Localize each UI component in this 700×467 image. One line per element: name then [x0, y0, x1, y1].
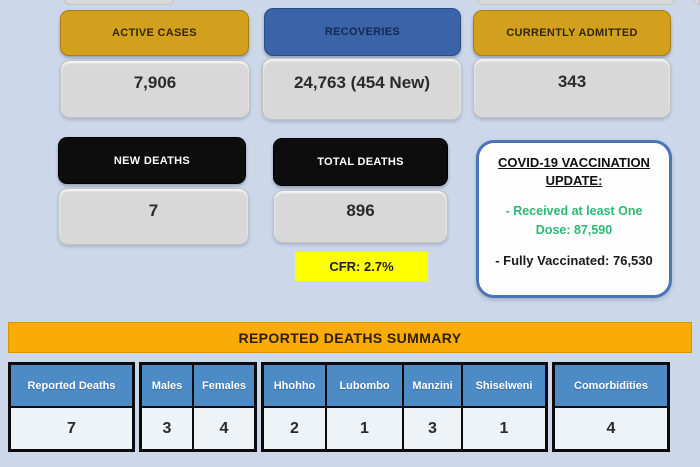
column-header-males: Males	[142, 365, 192, 408]
column-value-manzini: 3	[428, 419, 437, 437]
new-deaths-label: NEW DEATHS	[113, 154, 191, 167]
total-deaths-value: 896	[346, 200, 375, 220]
column-header-lubombo: Lubombo	[327, 365, 402, 408]
currently-admitted-card: 343	[473, 58, 671, 118]
column-header-comorbidities: Comorbidities	[555, 365, 667, 408]
table-group-regions: Hhohho 2 Lubombo 1 Manzini 3 Shiselweni …	[261, 362, 548, 452]
recoveries-label: RECOVERIES	[324, 26, 401, 38]
cropped-card-strip-corner	[693, 0, 700, 5]
recoveries-value: 24,763 (454 New)	[293, 73, 431, 92]
reported-deaths-banner: REPORTED DEATHS SUMMARY	[8, 322, 692, 353]
total-deaths-label: TOTAL DEATHS	[317, 156, 404, 168]
currently-admitted-label: CURRENTLY ADMITTED	[506, 27, 638, 39]
column-header-hhohho: Hhohho	[264, 365, 325, 408]
cfr-highlight: CFR: 2.7%	[295, 252, 428, 281]
cropped-card-strip-right	[477, 0, 675, 5]
column-value-hhohho: 2	[290, 419, 299, 437]
new-deaths-header: NEW DEATHS	[58, 137, 246, 184]
table-column-reported-deaths: Reported Deaths 7	[11, 365, 132, 449]
column-value-females: 4	[219, 419, 229, 437]
column-value-lubombo: 1	[360, 419, 369, 437]
column-header-manzini: Manzini	[404, 365, 461, 408]
active-cases-value: 7,906	[133, 73, 177, 92]
active-cases-card: 7,906	[60, 60, 250, 118]
column-value-reported-deaths: 7	[67, 419, 76, 437]
table-column-manzini: Manzini 3	[402, 365, 461, 449]
table-column-males: Males 3	[142, 365, 192, 449]
table-column-comorbidities: Comorbidities 4	[555, 365, 667, 449]
cfr-value: CFR: 2.7%	[329, 259, 394, 274]
table-column-lubombo: Lubombo 1	[325, 365, 402, 449]
recoveries-card: 24,763 (454 New)	[262, 58, 462, 120]
currently-admitted-value: 343	[557, 72, 587, 91]
column-header-females: Females	[194, 365, 254, 408]
table-column-hhohho: Hhohho 2	[264, 365, 325, 449]
vaccination-title: COVID-19 VACCINATION UPDATE:	[498, 155, 650, 189]
table-group-sex: Males 3 Females 4	[139, 362, 257, 452]
column-value-shiselweni: 1	[499, 419, 509, 437]
total-deaths-header: TOTAL DEATHS	[273, 138, 448, 186]
recoveries-header: RECOVERIES	[264, 8, 461, 56]
vaccination-fully-vaccinated: - Fully Vaccinated: 76,530	[495, 252, 653, 268]
column-header-reported-deaths: Reported Deaths	[11, 365, 132, 408]
active-cases-header: ACTIVE CASES	[60, 10, 249, 56]
reported-deaths-banner-title: REPORTED DEATHS SUMMARY	[238, 329, 462, 346]
cropped-card-strip-left	[64, 0, 174, 5]
reported-deaths-table: Reported Deaths 7 Males 3 Females 4 Hhoh…	[8, 362, 670, 452]
table-column-shiselweni: Shiselweni 1	[461, 365, 545, 449]
new-deaths-value: 7	[148, 200, 159, 220]
new-deaths-card: 7	[58, 188, 249, 245]
active-cases-label: ACTIVE CASES	[112, 27, 197, 39]
table-column-females: Females 4	[192, 365, 254, 449]
column-header-shiselweni: Shiselweni	[463, 365, 545, 408]
vaccination-one-dose: - Received at least One Dose: 87,590	[505, 204, 643, 238]
currently-admitted-header: CURRENTLY ADMITTED	[473, 10, 671, 56]
vaccination-update-box: COVID-19 VACCINATION UPDATE: - Received …	[476, 140, 672, 298]
column-value-males: 3	[162, 419, 172, 437]
column-value-comorbidities: 4	[606, 419, 616, 437]
total-deaths-card: 896	[273, 190, 448, 243]
table-group-comorbidities: Comorbidities 4	[552, 362, 670, 452]
table-group-reported-deaths: Reported Deaths 7	[8, 362, 135, 452]
